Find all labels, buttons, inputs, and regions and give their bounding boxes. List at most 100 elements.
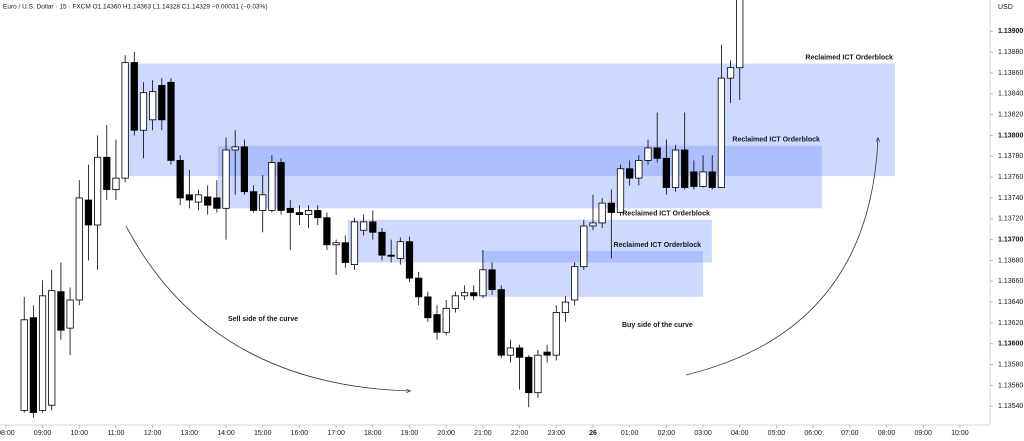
x-tick-label: 05:00 <box>768 430 786 437</box>
x-tick-label: 07:00 <box>841 430 859 437</box>
y-tick-label: 1.13840 <box>998 91 1023 98</box>
candle-body <box>103 156 111 190</box>
candle-body <box>314 210 322 219</box>
candle-body <box>66 299 74 329</box>
x-tick-label: 16:00 <box>291 430 309 437</box>
candle-body <box>268 162 276 211</box>
y-tick-label: 1.13900 <box>998 28 1023 35</box>
x-tick-label: 18:00 <box>364 430 382 437</box>
zones <box>124 63 895 297</box>
candle-body <box>396 241 404 259</box>
candle-body <box>598 202 606 224</box>
candle-body <box>222 149 230 209</box>
candle-body <box>405 241 414 279</box>
y-tick-label: 1.13820 <box>998 111 1023 118</box>
x-tick-label: 02:00 <box>658 430 676 437</box>
candle-body <box>176 160 184 199</box>
x-tick-label: 12:00 <box>144 430 162 437</box>
x-tick-label: 20:00 <box>437 430 455 437</box>
y-tick-label: 1.13680 <box>998 257 1023 264</box>
candle-body <box>662 157 670 188</box>
candle-body <box>249 191 258 211</box>
candle-body <box>580 225 588 268</box>
x-tick-label: 10:00 <box>951 430 969 437</box>
candle-body <box>231 146 239 151</box>
y-tick-label: 1.13600 <box>998 341 1023 348</box>
candle-body <box>442 307 450 333</box>
y-tick-label: 1.13800 <box>998 132 1023 139</box>
x-tick-label: 04:00 <box>731 430 749 437</box>
y-tick-label: 1.13880 <box>998 49 1023 56</box>
candle-body <box>48 290 56 406</box>
candle-body <box>194 194 203 203</box>
x-tick-label: 23:00 <box>548 430 566 437</box>
candle-body <box>304 210 313 215</box>
zone-label: Reclaimed ICT Orderblock <box>622 211 710 218</box>
x-tick-label: 08:00 <box>0 430 15 437</box>
candle-body <box>167 81 175 161</box>
candle-body <box>653 147 661 159</box>
candle-body <box>433 314 441 333</box>
y-tick-label: 1.13780 <box>998 153 1023 160</box>
zone-label: Reclaimed ICT Orderblock <box>614 242 702 249</box>
candle-body <box>626 168 634 179</box>
y-tick-label: 1.13720 <box>998 216 1023 223</box>
y-tick-label: 1.13620 <box>998 320 1023 327</box>
y-tick-label: 1.13860 <box>998 70 1023 77</box>
candle-body <box>360 221 368 231</box>
annotation: Buy side of the curve <box>622 322 693 329</box>
candle-body <box>635 160 643 179</box>
candle-body <box>497 289 505 356</box>
candle-body <box>341 242 349 263</box>
candle-body <box>378 231 386 256</box>
candle-body <box>543 351 551 356</box>
candle-body <box>525 356 533 394</box>
orderblock-zone <box>217 145 822 209</box>
x-tick-label: 15:00 <box>254 430 272 437</box>
annotation: Sell side of the curve <box>228 316 298 323</box>
candle-body <box>616 168 625 213</box>
candle-body <box>286 207 294 213</box>
candle-body <box>295 212 304 215</box>
x-tick-label: 10:00 <box>70 430 88 437</box>
y-tick-label: 1.13560 <box>998 382 1023 389</box>
candle-body <box>470 292 478 297</box>
y-tick-label: 1.13580 <box>998 361 1023 368</box>
x-tick-label: 09:00 <box>34 430 52 437</box>
orderblock-zone <box>482 251 704 297</box>
x-tick-label: 21:00 <box>474 430 492 437</box>
candle-body <box>112 177 120 190</box>
candle-body <box>204 196 212 206</box>
chart-title: Euro / U.S. Dollar · 15 · FXCM O1.14360 … <box>3 4 268 11</box>
candle-body <box>20 319 28 411</box>
candle-body <box>561 301 570 313</box>
zone-label: Reclaimed ICT Orderblock <box>732 137 820 144</box>
candle-body <box>552 312 560 356</box>
candle-body <box>259 194 267 211</box>
candle-body <box>158 85 166 121</box>
candle-body <box>451 295 459 309</box>
candle-body <box>607 202 615 213</box>
x-tick-label: 17:00 <box>327 430 345 437</box>
x-tick-label: 26 <box>589 430 597 437</box>
sell-curve-arrow <box>125 225 410 391</box>
candle-body <box>699 171 707 187</box>
currency-label: USD <box>998 4 1013 11</box>
x-tick-label: 03:00 <box>694 430 712 437</box>
candle-body <box>644 147 652 161</box>
buy-curve-arrow <box>685 138 878 376</box>
x-tick-label: 06:00 <box>804 430 822 437</box>
candle-body <box>589 222 597 227</box>
candle-body <box>681 149 689 188</box>
candle-body <box>149 91 157 121</box>
candle-body <box>415 277 423 298</box>
candle-body <box>479 269 487 297</box>
candles <box>20 0 744 418</box>
candle-body <box>323 217 331 246</box>
candle-body <box>185 194 193 201</box>
candle-body <box>515 347 524 358</box>
candle-body <box>671 149 680 188</box>
candle-body <box>708 171 716 188</box>
